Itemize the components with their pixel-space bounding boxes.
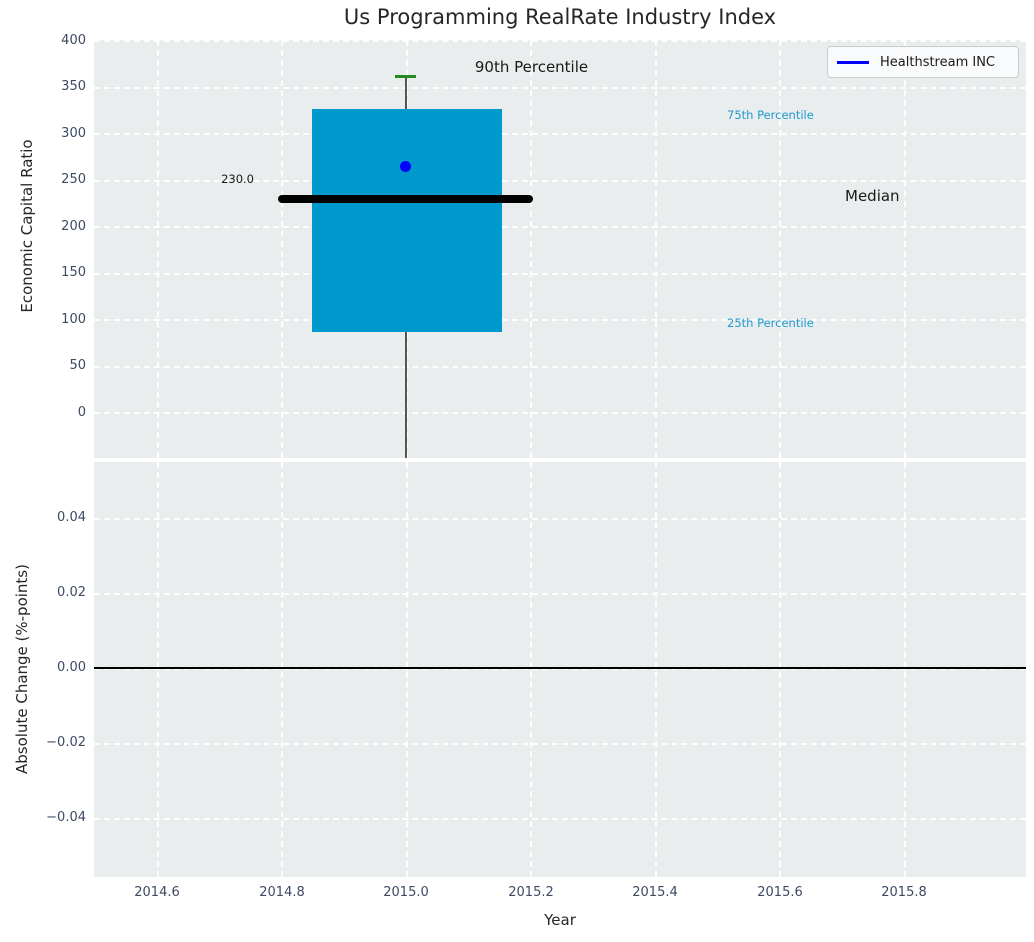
- gridline: [406, 462, 408, 877]
- gridline: [94, 133, 1026, 135]
- gridline: [779, 462, 781, 877]
- gridline: [281, 462, 283, 877]
- gridline: [94, 319, 1026, 321]
- gridline: [94, 668, 1026, 670]
- gridline: [94, 273, 1026, 275]
- annotation-median: Median: [845, 187, 900, 205]
- gridline: [94, 818, 1026, 820]
- gridline: [157, 462, 159, 877]
- xtick-label: 2015.6: [757, 885, 803, 900]
- gridline: [530, 462, 532, 877]
- ytick-label: 350: [61, 79, 86, 94]
- ytick-label: −0.04: [46, 810, 86, 825]
- gridline: [94, 180, 1026, 182]
- bottom-subplot: [94, 462, 1026, 877]
- ytick-label: 0: [77, 405, 86, 420]
- bottom-y-axis-label: Absolute Change (%-points): [13, 564, 31, 774]
- ytick-label: 0.02: [57, 585, 86, 600]
- median-line: [278, 195, 533, 203]
- top-y-axis-label: Economic Capital Ratio: [18, 139, 36, 313]
- xtick-label: 2014.6: [134, 885, 180, 900]
- x-axis-label: Year: [544, 911, 576, 929]
- gridline: [94, 593, 1026, 595]
- median-value-label: 230.0: [221, 172, 254, 186]
- annotation-25th-percentile: 25th Percentile: [727, 316, 814, 330]
- ytick-label: 100: [61, 312, 86, 327]
- gridline: [281, 40, 283, 458]
- gridline: [94, 366, 1026, 368]
- annotation-90th-percentile: 90th Percentile: [474, 58, 589, 76]
- xtick-label: 2015.2: [508, 885, 554, 900]
- gridline: [94, 87, 1026, 89]
- gridline: [94, 40, 1026, 42]
- gridline: [904, 40, 906, 458]
- ytick-label: 150: [61, 265, 86, 280]
- gridline: [904, 462, 906, 877]
- chart-title: Us Programming RealRate Industry Index: [343, 5, 777, 29]
- company-marker: [400, 161, 411, 172]
- gridline: [94, 743, 1026, 745]
- gridline: [655, 462, 657, 877]
- ytick-label: 50: [69, 358, 86, 373]
- iqr-box: [312, 109, 502, 332]
- gridline: [779, 40, 781, 458]
- annotation-75th-percentile: 75th Percentile: [727, 108, 814, 122]
- legend: Healthstream INC: [827, 46, 1019, 78]
- xtick-label: 2014.8: [259, 885, 305, 900]
- top-subplot: 230.0 90th Percentile 75th Percentile Me…: [94, 40, 1026, 458]
- legend-label: Healthstream INC: [880, 54, 996, 70]
- ytick-label: 250: [61, 172, 86, 187]
- ytick-label: −0.02: [46, 735, 86, 750]
- ytick-label: 400: [61, 33, 86, 48]
- gridline: [157, 40, 159, 458]
- ytick-label: 300: [61, 126, 86, 141]
- xtick-label: 2015.0: [383, 885, 429, 900]
- xtick-label: 2015.4: [632, 885, 678, 900]
- zero-baseline: [94, 667, 1026, 669]
- ytick-label: 200: [61, 219, 86, 234]
- ytick-label: 0.00: [57, 660, 86, 675]
- gridline: [655, 40, 657, 458]
- 90th-percentile-cap: [395, 75, 416, 78]
- xtick-label: 2015.8: [881, 885, 927, 900]
- ytick-label: 0.04: [57, 510, 86, 525]
- legend-line-swatch: [837, 60, 869, 64]
- gridline: [94, 226, 1026, 228]
- gridline: [530, 40, 532, 458]
- gridline: [94, 518, 1026, 520]
- gridline: [94, 412, 1026, 414]
